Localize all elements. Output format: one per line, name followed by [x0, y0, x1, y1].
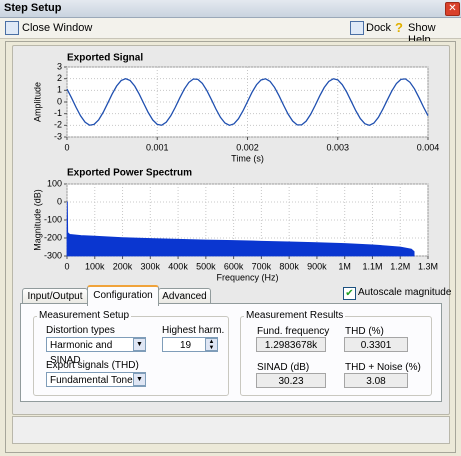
autoscale-checkbox[interactable]: ✔	[343, 287, 356, 300]
field-label: Distortion types	[46, 325, 115, 336]
x-tick-label: 100k	[85, 261, 105, 271]
spinner[interactable]: ▲ ▼	[205, 338, 218, 351]
field-label: Highest harm.	[162, 325, 225, 336]
field-label: THD (%)	[345, 326, 384, 337]
x-tick-label: 1.3M	[418, 261, 438, 271]
y-tick-label: -100	[44, 214, 62, 224]
tab[interactable]: Advanced	[158, 288, 211, 304]
x-tick-label: 400k	[168, 261, 188, 271]
group-title: Measurement Setup	[37, 310, 132, 321]
x-tick-label: 0.003	[326, 142, 349, 152]
y-tick-label: 0	[57, 96, 62, 106]
field-label: Export signals (THD)	[46, 360, 139, 371]
tab-panel: Measurement Setup Distortion types Harmo…	[20, 303, 442, 402]
y-tick-label: -300	[44, 250, 62, 260]
indicator: 30.23	[256, 373, 326, 388]
spectrum-area	[66, 201, 415, 257]
chart-title: Exported Signal	[67, 53, 143, 64]
close-button[interactable]: ✕	[445, 2, 460, 16]
y-tick-label: 100	[47, 178, 62, 188]
tab[interactable]: Input/Output	[22, 288, 88, 304]
y-axis-label: Magnitude (dB)	[32, 189, 42, 251]
x-tick-label: 800k	[279, 261, 299, 271]
field-label: THD + Noise (%)	[345, 362, 421, 373]
status-strip	[12, 416, 450, 444]
dropdown[interactable]: Harmonic and SINAD	[46, 337, 146, 366]
x-tick-label: 1.2M	[390, 261, 410, 271]
y-tick-label: 0	[57, 196, 62, 206]
window-title: Step Setup	[4, 2, 62, 14]
chart-title: Exported Power Spectrum	[67, 168, 192, 179]
signal-line	[66, 77, 429, 127]
y-tick-label: 3	[57, 61, 62, 71]
y-tick-label: -3	[54, 131, 62, 141]
group-title: Measurement Results	[244, 310, 346, 321]
help-icon: ?	[395, 20, 403, 35]
toolbar: Close Window Dock ? Show Help	[0, 18, 461, 46]
title-bar: Step Setup ✕	[0, 0, 461, 18]
x-tick-label: 200k	[113, 261, 133, 271]
x-axis-label: Time (s)	[231, 153, 264, 163]
x-tick-label: 0	[64, 261, 69, 271]
x-axis-label: Frequency (Hz)	[216, 272, 278, 282]
y-tick-label: 2	[57, 73, 62, 83]
close-window-button[interactable]: Close Window	[22, 22, 93, 34]
indicator: 0.3301	[344, 337, 408, 352]
x-tick-label: 1.1M	[362, 261, 382, 271]
dock-icon	[350, 21, 364, 35]
x-tick-label: 600k	[224, 261, 244, 271]
y-axis-label: Amplitude	[32, 82, 42, 122]
indicator: 3.08	[344, 373, 408, 388]
dropdown-arrow[interactable]: ▼	[133, 373, 146, 386]
x-tick-label: 0	[64, 142, 69, 152]
y-tick-label: -2	[54, 120, 62, 130]
dropdown[interactable]: Fundamental Tone	[46, 372, 146, 387]
y-tick-label: -1	[54, 108, 62, 118]
y-tick-label: -200	[44, 232, 62, 242]
field-label: Fund. frequency	[257, 326, 330, 337]
dropdown-arrow[interactable]: ▼	[133, 338, 146, 351]
x-tick-label: 1M	[338, 261, 351, 271]
indicator: 1.2983678k	[256, 337, 326, 352]
x-tick-label: 0.002	[236, 142, 259, 152]
autoscale-label: Autoscale magnitude	[358, 287, 452, 298]
x-tick-label: 0.001	[146, 142, 169, 152]
x-tick-label: 500k	[196, 261, 216, 271]
close-window-icon	[5, 21, 19, 35]
field-label: SINAD (dB)	[257, 362, 310, 373]
x-tick-label: 0.004	[417, 142, 440, 152]
y-tick-label: 1	[57, 85, 62, 95]
x-tick-label: 300k	[141, 261, 161, 271]
dock-button[interactable]: Dock	[366, 22, 392, 34]
x-tick-label: 900k	[307, 261, 327, 271]
x-tick-label: 700k	[252, 261, 272, 271]
tab-selected[interactable]: Configuration	[87, 285, 159, 306]
